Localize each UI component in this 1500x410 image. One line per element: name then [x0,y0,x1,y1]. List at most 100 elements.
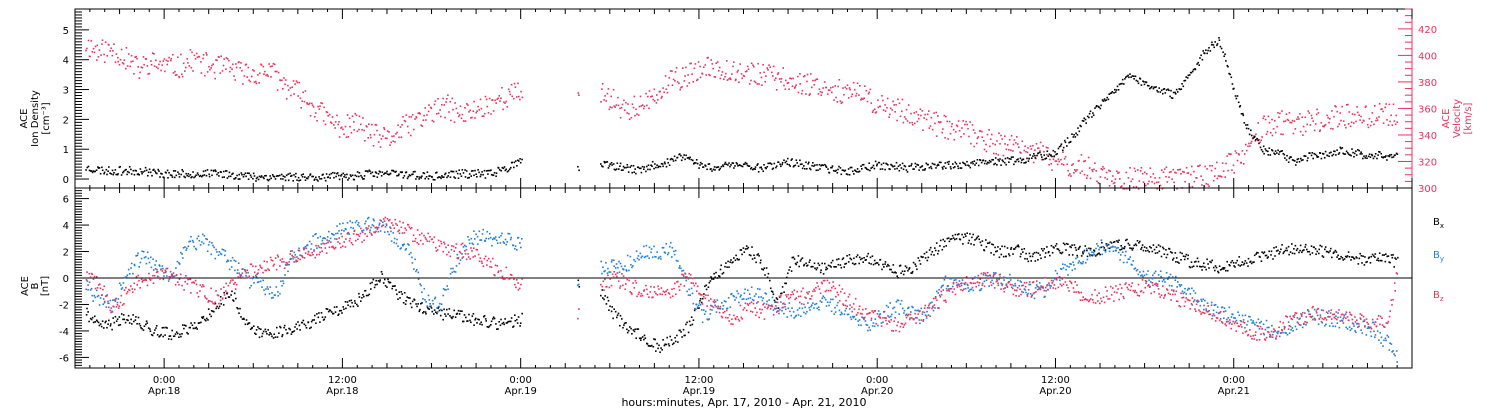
velocity-series-point [955,124,958,126]
by-series-point [237,269,239,271]
bx-series-point [630,327,632,330]
bx-series-point [945,245,947,247]
velocity-series-point [639,95,642,98]
velocity-series-point [762,64,764,66]
density-series-point [218,175,220,177]
velocity-series-point [1328,121,1330,124]
by-series-point [468,242,471,245]
bx-series-point [647,345,650,347]
by-series-point [167,280,170,282]
density-series-point [489,169,491,172]
density-series-point [830,166,832,169]
by-series-point [1201,300,1203,302]
bx-series-point [304,324,307,327]
velocity-series-point [1168,171,1171,174]
by-series-point [873,325,876,328]
velocity-series-point [1317,112,1320,114]
bx-series-point [1032,253,1034,255]
velocity-series-point [306,103,309,105]
density-series-point [282,175,285,177]
by-series-point [832,298,834,301]
velocity-series-point [1098,182,1100,185]
velocity-series-point [1057,158,1060,161]
by-series-point [918,319,921,321]
bx-series-point [195,326,198,329]
velocity-series-point [631,103,634,105]
density-series-point [865,167,867,169]
density-series-point [394,171,396,173]
velocity-series-point [1034,149,1036,151]
bx-series-point [607,299,610,302]
density-series-point [386,173,389,175]
bx-series-point [384,285,387,287]
density-series-point [1257,139,1259,142]
by-series-point [96,295,99,298]
velocity-series-point [901,98,904,101]
by-series-point [916,309,918,312]
by-series-point [640,256,642,259]
bx-series-point [1315,253,1317,255]
bx-series-point [1346,255,1349,257]
by-series-point [1290,329,1292,331]
velocity-series-point [172,53,174,56]
bx-series-point [288,327,290,330]
velocity-series-point [110,47,112,49]
velocity-series-point [1129,167,1131,169]
density-series-point [85,169,87,171]
bx-series-point [643,334,646,337]
by-series-point [1202,298,1204,301]
bx-series-point [166,327,168,329]
bx-series-point [859,258,862,261]
density-series-point [1076,134,1079,136]
by-series-point [1176,286,1178,288]
bx-series-point [886,265,888,268]
by-series-point [1082,260,1084,263]
by-series-point [1304,312,1306,314]
density-series-point [899,164,901,166]
by-series-point [1386,334,1389,337]
by-series-point [461,257,464,259]
bz-series-point [119,301,122,304]
density-series-point [1239,105,1242,107]
density-series-point [501,166,504,169]
density-series-point [793,165,795,167]
bx-series-point [766,276,769,279]
density-series-point [320,178,323,180]
velocity-series-point [601,83,604,85]
density-series-point [1028,158,1030,160]
density-series-point [109,172,111,174]
by-series-point [732,294,735,297]
velocity-series-point [348,117,351,120]
bx-series-point [478,318,480,321]
by-series-point [1321,321,1324,324]
density-series-point [1040,153,1042,156]
bx-series-point [388,281,391,284]
density-series-point [1262,145,1265,148]
by-series-point [993,272,995,274]
velocity-series-point [480,107,483,110]
by-series-point [1285,332,1287,334]
density-series-point [1033,153,1035,155]
by-series-point [751,298,754,301]
bx-series-point [233,292,236,295]
by-series-point [251,277,254,280]
by-series-point [1182,292,1184,295]
velocity-series-point [491,99,494,101]
bx-series-point [874,262,877,265]
by-series-point [91,294,93,297]
density-series-point [199,174,202,177]
by-series-point [90,287,93,290]
by-series-point [1177,281,1179,283]
velocity-series-point [91,51,94,53]
velocity-series-point [311,102,313,105]
density-series-point [1026,157,1028,160]
velocity-series-point [640,105,643,107]
by-series-point [437,311,439,313]
density-tick-label: 2 [63,115,69,126]
by-series-point [463,244,466,247]
bx-series-point [1301,249,1304,252]
bx-series-point [334,311,337,313]
velocity-series-point [600,101,602,103]
density-series-point [1172,91,1175,94]
density-series-point [228,171,231,174]
